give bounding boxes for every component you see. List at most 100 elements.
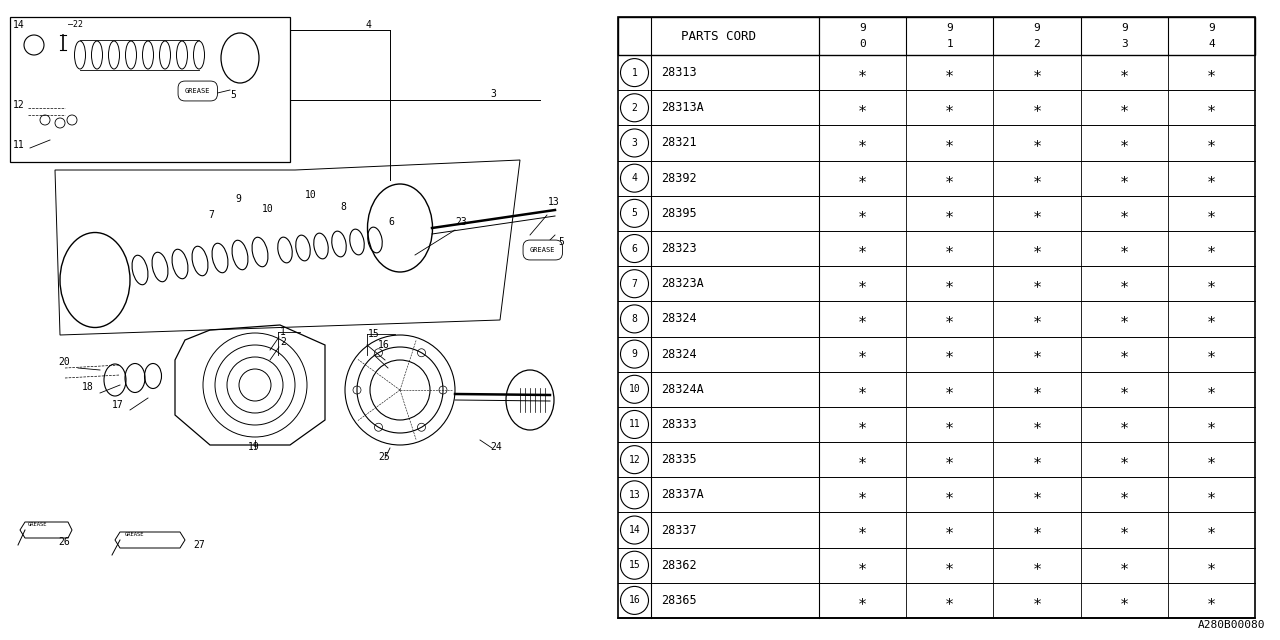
Text: 12: 12 (13, 100, 24, 110)
Text: ∗: ∗ (1120, 347, 1129, 362)
Text: ∗: ∗ (1207, 65, 1216, 80)
Text: ∗: ∗ (1207, 100, 1216, 115)
Text: 24: 24 (490, 442, 502, 452)
Text: ∗: ∗ (1120, 276, 1129, 291)
Text: ∗: ∗ (1033, 312, 1042, 326)
Text: ∗: ∗ (858, 65, 867, 80)
Text: ∗: ∗ (945, 100, 955, 115)
Text: ∗: ∗ (858, 171, 867, 186)
Text: 1: 1 (946, 38, 954, 49)
Text: ∗: ∗ (1207, 487, 1216, 502)
Text: ∗: ∗ (1033, 557, 1042, 573)
Text: ∗: ∗ (1033, 593, 1042, 608)
Text: 19: 19 (248, 442, 260, 452)
Text: ∗: ∗ (1033, 417, 1042, 432)
Text: 28321: 28321 (660, 136, 696, 150)
Text: ∗: ∗ (858, 487, 867, 502)
Text: 9: 9 (631, 349, 637, 359)
Text: ∗: ∗ (1120, 593, 1129, 608)
Text: 9: 9 (859, 24, 867, 33)
Text: ∗: ∗ (858, 100, 867, 115)
Text: ∗: ∗ (858, 136, 867, 150)
Text: ∗: ∗ (1207, 382, 1216, 397)
Text: 1: 1 (631, 68, 637, 77)
Text: 28313A: 28313A (660, 101, 704, 115)
Text: 10: 10 (628, 384, 640, 394)
Text: ∗: ∗ (1120, 522, 1129, 538)
Text: ∗: ∗ (945, 593, 955, 608)
Text: 6: 6 (388, 217, 394, 227)
Text: ∗: ∗ (945, 206, 955, 221)
Text: ∗: ∗ (945, 382, 955, 397)
Text: ∗: ∗ (858, 593, 867, 608)
Text: ∗: ∗ (1207, 417, 1216, 432)
Text: ∗: ∗ (1033, 100, 1042, 115)
Text: ∗: ∗ (945, 171, 955, 186)
Text: ∗: ∗ (1033, 65, 1042, 80)
Text: 14: 14 (13, 20, 24, 30)
Text: ∗: ∗ (1120, 100, 1129, 115)
Text: ∗: ∗ (1033, 522, 1042, 538)
Text: 5: 5 (631, 209, 637, 218)
Text: 28324: 28324 (660, 348, 696, 360)
Text: ∗: ∗ (1120, 557, 1129, 573)
Text: ∗: ∗ (1207, 241, 1216, 256)
Text: 2: 2 (631, 103, 637, 113)
Text: 7: 7 (631, 278, 637, 289)
Text: 28313: 28313 (660, 66, 696, 79)
Text: ∗: ∗ (945, 487, 955, 502)
Text: 28323A: 28323A (660, 277, 704, 290)
Text: 5: 5 (558, 237, 564, 247)
Text: ∗: ∗ (1033, 206, 1042, 221)
Text: ∗: ∗ (945, 347, 955, 362)
Text: 15: 15 (628, 560, 640, 570)
Text: 7: 7 (207, 210, 214, 220)
Text: ∗: ∗ (1207, 557, 1216, 573)
Text: GREASE: GREASE (125, 532, 145, 537)
Text: ∗: ∗ (1120, 65, 1129, 80)
Text: ∗: ∗ (858, 276, 867, 291)
Text: ∗: ∗ (858, 347, 867, 362)
Text: ∗: ∗ (858, 557, 867, 573)
Text: GREASE: GREASE (28, 522, 47, 527)
Bar (618, 17, 1254, 55)
Text: ∗: ∗ (1207, 206, 1216, 221)
Text: 15: 15 (369, 329, 380, 339)
Text: 3: 3 (1121, 38, 1128, 49)
Text: 16: 16 (628, 595, 640, 605)
Text: ∗: ∗ (1120, 382, 1129, 397)
Text: ∗: ∗ (945, 452, 955, 467)
Text: 3: 3 (490, 89, 495, 99)
Text: GREASE: GREASE (186, 88, 210, 94)
Text: 12: 12 (628, 454, 640, 465)
Text: 25: 25 (378, 452, 389, 462)
Text: ∗: ∗ (1120, 136, 1129, 150)
Text: 14: 14 (628, 525, 640, 535)
Text: 9: 9 (1034, 24, 1041, 33)
Text: ∗: ∗ (945, 417, 955, 432)
Text: ∗: ∗ (1033, 241, 1042, 256)
Text: 28362: 28362 (660, 559, 696, 572)
Text: 11: 11 (628, 419, 640, 429)
Text: A280B00080: A280B00080 (1198, 620, 1265, 630)
Text: 0: 0 (859, 38, 867, 49)
Text: ∗: ∗ (1207, 276, 1216, 291)
Text: 8: 8 (631, 314, 637, 324)
Bar (10, 17, 291, 162)
Text: ∗: ∗ (945, 522, 955, 538)
Text: 13: 13 (548, 197, 559, 207)
Text: ∗: ∗ (1207, 171, 1216, 186)
Text: ∗: ∗ (858, 522, 867, 538)
Text: —22: —22 (68, 20, 83, 29)
Text: ∗: ∗ (945, 136, 955, 150)
Text: 2: 2 (280, 337, 285, 347)
Text: ∗: ∗ (945, 65, 955, 80)
Text: 4: 4 (631, 173, 637, 183)
Text: 18: 18 (82, 382, 93, 392)
Text: ∗: ∗ (945, 276, 955, 291)
Text: 9: 9 (1121, 24, 1128, 33)
Text: 20: 20 (58, 357, 69, 367)
Text: 28337A: 28337A (660, 488, 704, 501)
Text: ∗: ∗ (858, 206, 867, 221)
Text: 6: 6 (631, 244, 637, 253)
